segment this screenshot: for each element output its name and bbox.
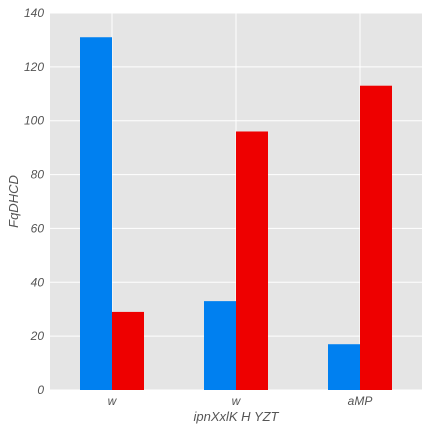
y-tick-label: 40 — [31, 275, 45, 289]
y-tick-label: 140 — [24, 6, 44, 20]
y-tick-label: 80 — [31, 168, 45, 182]
x-tick-labels: w w aMP — [108, 394, 373, 408]
y-tick-label: 100 — [24, 114, 44, 128]
y-axis-label: FqDHCD — [6, 175, 21, 228]
y-tick-labels: 0 20 40 60 80 100 120 140 — [24, 6, 44, 397]
bars — [80, 37, 392, 390]
bar-series-1-category-1 — [80, 37, 112, 390]
bar-series-1-category-3 — [328, 344, 360, 390]
x-tick-label: w — [232, 394, 242, 408]
bar-series-1-category-2 — [204, 301, 236, 390]
bar-series-2-category-3 — [360, 85, 392, 390]
bar-series-2-category-1 — [112, 311, 144, 390]
x-axis-label: ipnXxlK H YZT — [193, 409, 279, 424]
x-tick-label: w — [108, 394, 118, 408]
y-tick-label: 60 — [31, 221, 45, 235]
y-tick-label: 20 — [30, 329, 45, 343]
y-tick-label: 0 — [37, 383, 44, 397]
bar-series-2-category-2 — [236, 131, 268, 390]
x-tick-label: aMP — [348, 394, 373, 408]
y-tick-label: 120 — [24, 60, 44, 74]
